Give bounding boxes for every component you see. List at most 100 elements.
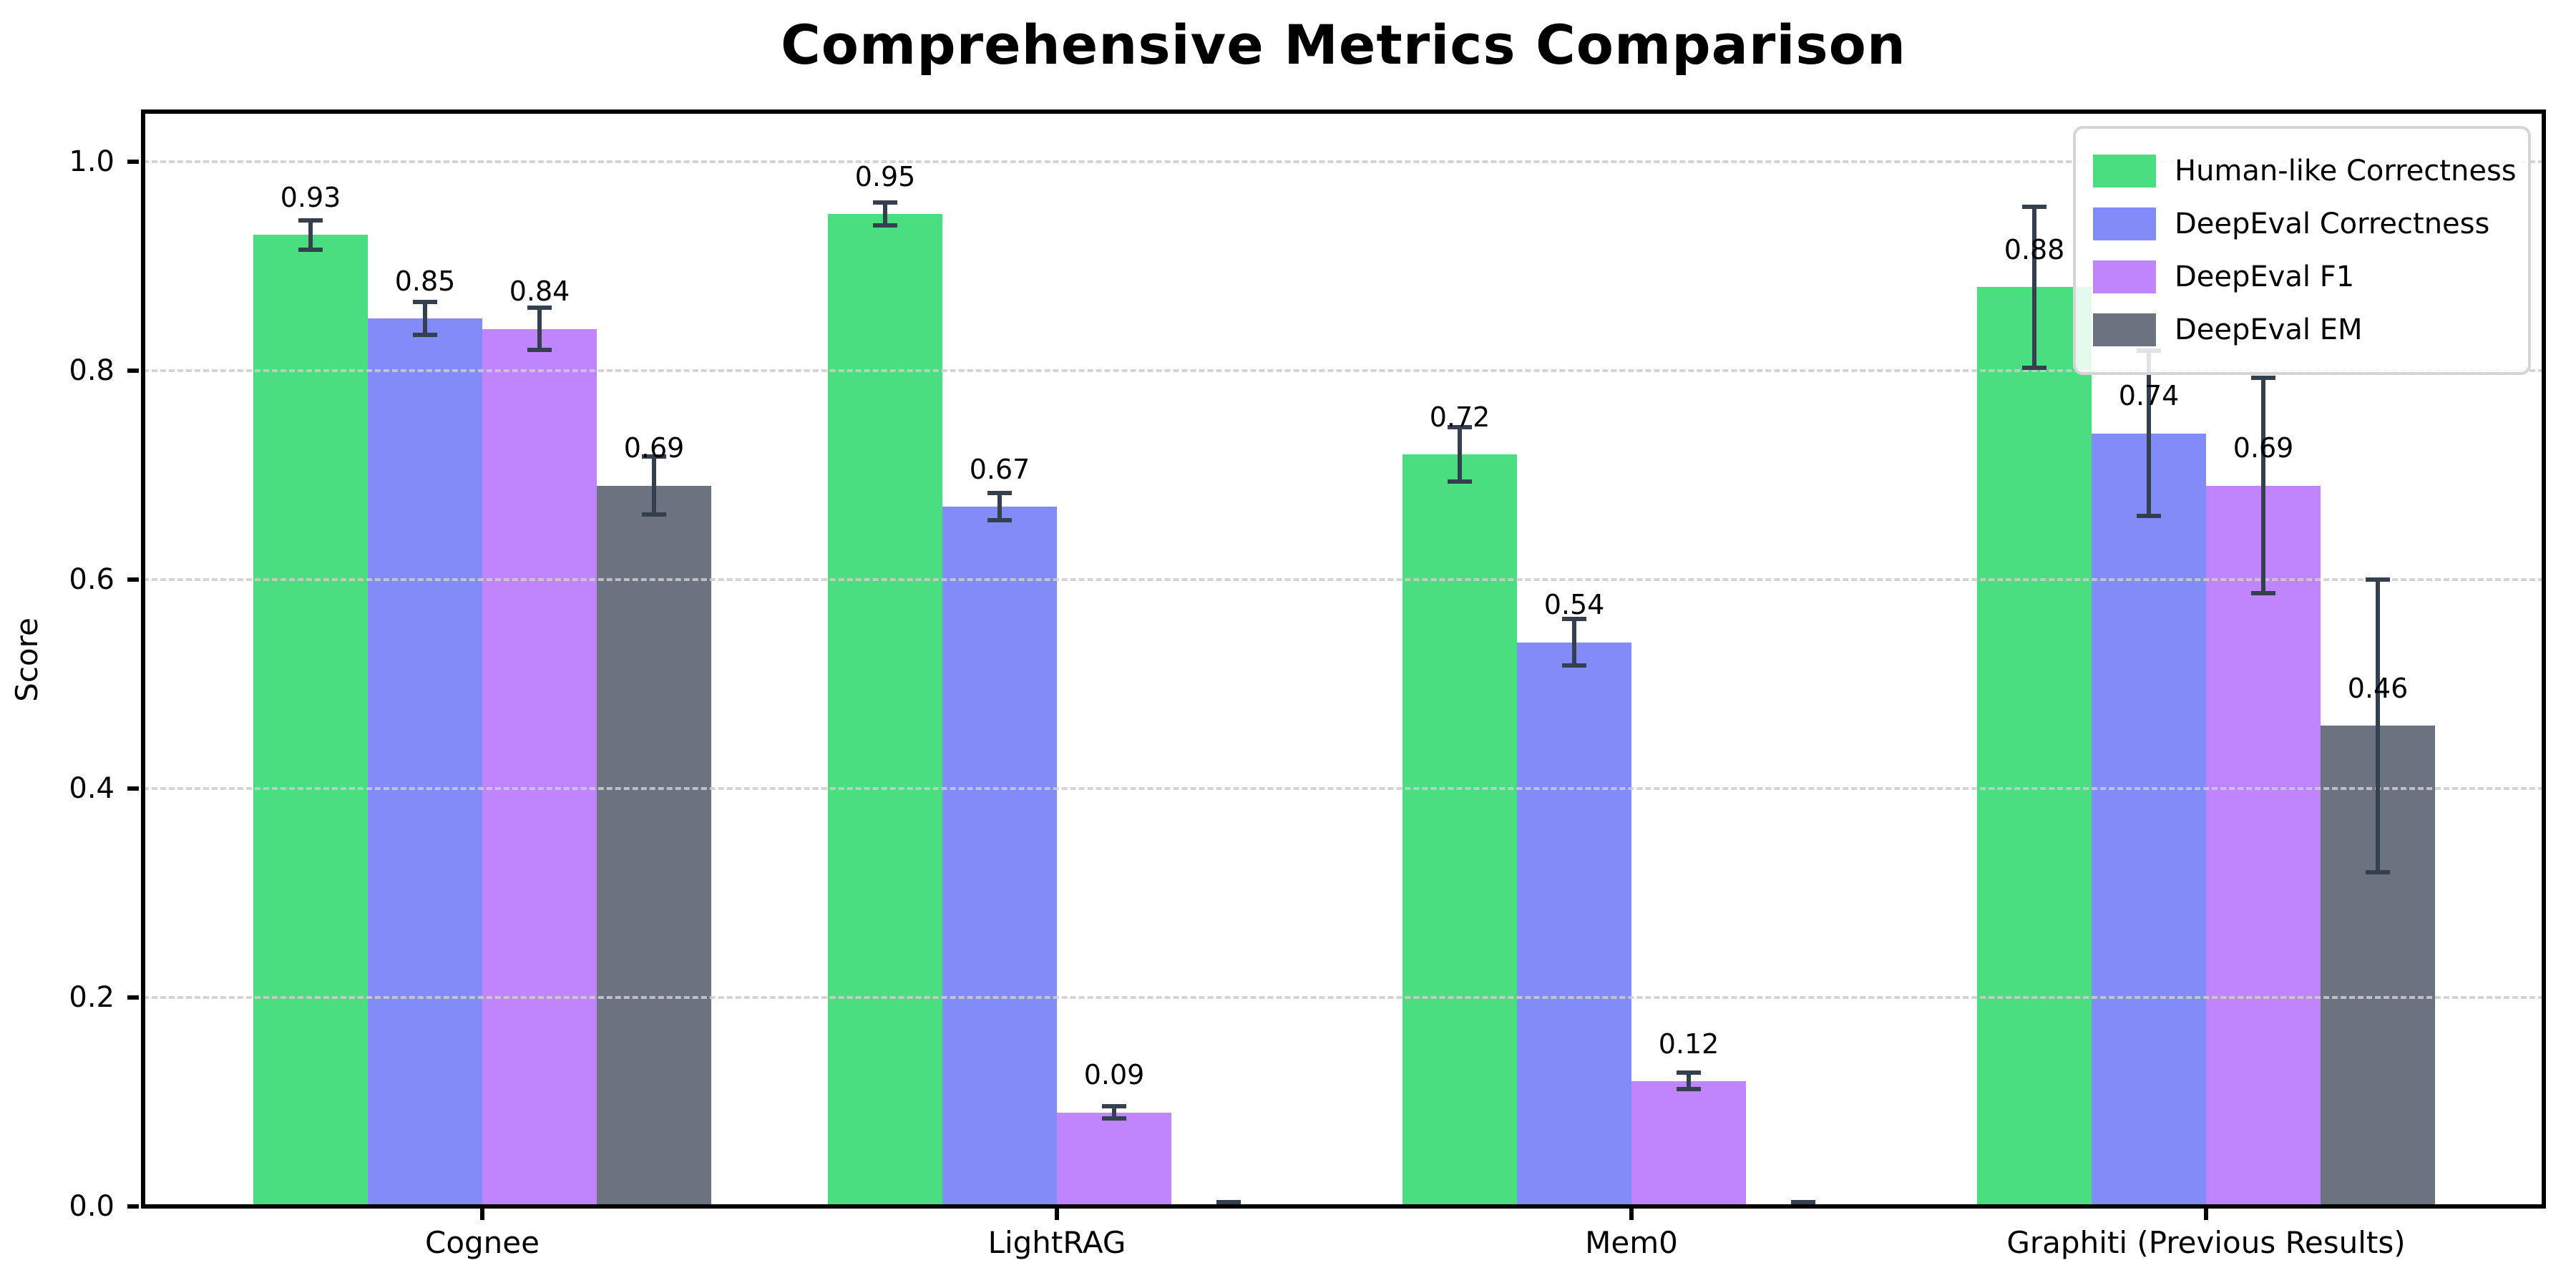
legend-swatch-icon bbox=[2093, 313, 2156, 346]
legend-swatch-icon bbox=[2093, 260, 2156, 293]
legend-entry-label: DeepEval Correctness bbox=[2175, 208, 2490, 240]
value-label-3-0: 0.69 bbox=[623, 432, 685, 464]
legend-swatch-icon bbox=[2093, 208, 2156, 240]
gridline-0.2 bbox=[143, 996, 2544, 999]
errorbar-stem bbox=[1112, 1103, 1116, 1121]
y-tick-label-1: 1.0 bbox=[69, 145, 114, 178]
y-tick-label-0.2: 0.2 bbox=[69, 981, 114, 1014]
x-tick-label-0: Cognee bbox=[425, 1225, 540, 1260]
errorbar-cap-bottom bbox=[642, 512, 666, 517]
y-tick-1 bbox=[127, 160, 139, 164]
errorbar-stem bbox=[308, 218, 313, 252]
errorbar-stem bbox=[2376, 577, 2380, 874]
errorbar-cap-top bbox=[1677, 1070, 1701, 1075]
value-label-0-3: 0.88 bbox=[2004, 234, 2065, 266]
bar-deepeval-f1-0 bbox=[482, 328, 597, 1206]
value-label-1-3: 0.74 bbox=[2118, 380, 2180, 412]
bar-deepeval-correctness-0 bbox=[368, 318, 482, 1206]
legend-entry-label: DeepEval F1 bbox=[2175, 260, 2355, 293]
errorbar-cap-bottom bbox=[413, 333, 437, 338]
y-tick-label-0.6: 0.6 bbox=[69, 563, 114, 596]
errorbar-cap-bottom bbox=[1102, 1116, 1126, 1121]
value-label-0-0: 0.93 bbox=[280, 182, 341, 214]
errorbar-cap-bottom bbox=[1562, 663, 1586, 668]
errorbar-cap-top bbox=[1562, 617, 1586, 622]
y-tick-label-0: 0.0 bbox=[69, 1190, 114, 1223]
legend-entry-1: DeepEval Correctness bbox=[2093, 197, 2511, 250]
gridline-1 bbox=[143, 160, 2544, 163]
errorbar-cap-bottom bbox=[1448, 479, 1472, 484]
legend-entry-label: DeepEval EM bbox=[2175, 313, 2363, 346]
y-tick-0.4 bbox=[127, 786, 139, 791]
x-tick-3 bbox=[2204, 1209, 2208, 1220]
errorbar-stem bbox=[1572, 617, 1576, 668]
errorbar-cap-top bbox=[2366, 577, 2390, 582]
y-tick-0 bbox=[127, 1204, 139, 1209]
gridline-0.8 bbox=[143, 369, 2544, 372]
y-tick-0.6 bbox=[127, 577, 139, 582]
bar-deepeval-f1-3 bbox=[2206, 485, 2321, 1206]
value-label-2-1: 0.09 bbox=[1083, 1059, 1145, 1091]
bar-deepeval-correctness-2 bbox=[1517, 642, 1631, 1206]
errorbar-cap-bottom bbox=[2137, 513, 2161, 518]
value-label-2-0: 0.84 bbox=[509, 275, 570, 308]
errorbar-3-1 bbox=[1216, 1200, 1241, 1209]
bar-deepeval-em-0 bbox=[597, 485, 711, 1206]
x-tick-label-3: Graphiti (Previous Results) bbox=[2006, 1225, 2406, 1260]
errorbar-stem bbox=[1687, 1070, 1691, 1092]
value-label-1-0: 0.85 bbox=[394, 265, 456, 297]
legend-entry-2: DeepEval F1 bbox=[2093, 250, 2511, 303]
errorbar-2-0 bbox=[527, 306, 552, 352]
errorbar-stem bbox=[997, 490, 1002, 522]
x-tick-label-1: LightRAG bbox=[987, 1225, 1126, 1260]
legend-swatch-icon bbox=[2093, 155, 2156, 187]
value-label-0-2: 0.72 bbox=[1429, 401, 1491, 433]
errorbar-cap-top bbox=[2022, 204, 2046, 209]
bar-human-like-correctness-2 bbox=[1402, 454, 1517, 1206]
bar-deepeval-correctness-3 bbox=[2092, 433, 2206, 1206]
value-label-2-2: 0.12 bbox=[1658, 1028, 1719, 1060]
errorbar-3-3 bbox=[2366, 577, 2390, 874]
errorbar-cap-top bbox=[1216, 1200, 1241, 1205]
errorbar-2-1 bbox=[1102, 1103, 1126, 1121]
x-tick-1 bbox=[1055, 1209, 1059, 1220]
bar-human-like-correctness-1 bbox=[828, 214, 942, 1206]
value-label-2-3: 0.69 bbox=[2233, 432, 2294, 464]
x-tick-label-2: Mem0 bbox=[1585, 1225, 1678, 1260]
errorbar-cap-bottom bbox=[2251, 590, 2275, 595]
errorbar-1-2 bbox=[1562, 617, 1586, 668]
errorbar-1-1 bbox=[987, 490, 1012, 522]
errorbar-0-2 bbox=[1448, 424, 1472, 484]
errorbar-1-0 bbox=[413, 299, 437, 338]
errorbar-cap-top bbox=[298, 218, 323, 223]
bar-human-like-correctness-3 bbox=[1977, 287, 2092, 1206]
errorbar-cap-bottom bbox=[298, 247, 323, 252]
x-tick-2 bbox=[1629, 1209, 1634, 1220]
errorbar-0-3 bbox=[2022, 204, 2046, 370]
chart-title: Comprehensive Metrics Comparison bbox=[781, 13, 1906, 77]
value-label-0-1: 0.95 bbox=[854, 160, 916, 192]
errorbar-cap-top bbox=[413, 299, 437, 304]
gridline-0.6 bbox=[143, 578, 2544, 581]
errorbar-stem bbox=[883, 200, 887, 228]
errorbar-0-1 bbox=[873, 200, 897, 228]
x-tick-0 bbox=[480, 1209, 484, 1220]
legend-entry-3: DeepEval EM bbox=[2093, 303, 2511, 356]
y-tick-0.2 bbox=[127, 995, 139, 1000]
errorbar-stem bbox=[652, 454, 656, 517]
value-label-3-3: 0.46 bbox=[2347, 673, 2409, 705]
errorbar-cap-bottom bbox=[2022, 365, 2046, 370]
errorbar-cap-top bbox=[642, 454, 666, 459]
errorbar-cap-bottom bbox=[987, 517, 1012, 522]
errorbar-cap-bottom bbox=[1677, 1087, 1701, 1092]
errorbar-stem bbox=[2261, 376, 2265, 595]
y-tick-0.8 bbox=[127, 369, 139, 373]
errorbar-3-0 bbox=[642, 454, 666, 517]
errorbar-cap-top bbox=[873, 200, 897, 205]
errorbar-stem bbox=[423, 299, 427, 338]
errorbar-stem bbox=[537, 306, 542, 352]
errorbar-2-2 bbox=[1677, 1070, 1701, 1092]
bar-deepeval-f1-1 bbox=[1057, 1112, 1171, 1206]
legend-entry-0: Human-like Correctness bbox=[2093, 145, 2517, 197]
